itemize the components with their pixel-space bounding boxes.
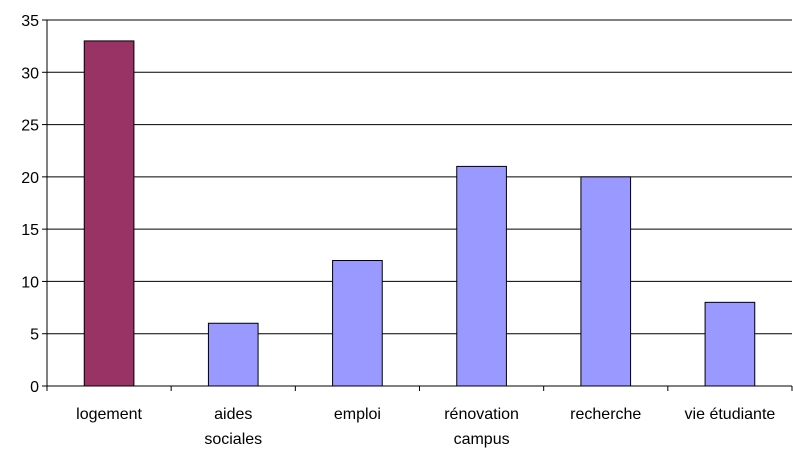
- bars: [83, 40, 756, 387]
- y-tick-labels: 0 5 10 15 20 25 30 35: [21, 13, 39, 396]
- bar-2: [332, 260, 383, 387]
- y-tick-label: 5: [30, 327, 39, 344]
- gridlines: [47, 19, 792, 335]
- y-tick-label: 10: [21, 274, 39, 291]
- bar-0: [83, 40, 135, 387]
- x-tick-label: rénovation: [444, 406, 519, 423]
- y-tick-label: 15: [21, 222, 39, 239]
- y-tick-label: 20: [21, 170, 39, 187]
- x-tick-label: logement: [76, 406, 142, 423]
- x-tick-label: aides: [214, 406, 252, 423]
- bar-1: [207, 322, 259, 387]
- bar-4: [580, 176, 632, 387]
- x-tick-label: recherche: [570, 406, 641, 423]
- bar-3: [456, 165, 507, 387]
- axes: [42, 19, 793, 391]
- y-tick-label: 30: [21, 65, 39, 82]
- x-tick-label: vie étudiante: [685, 406, 776, 423]
- y-tick-label: 0: [30, 379, 39, 396]
- x-tick-label: sociales: [204, 431, 262, 448]
- x-tick-labels: logement aides sociales emploi rénovation cam…: [76, 406, 775, 448]
- y-tick-label: 25: [21, 118, 39, 135]
- x-tick-label: campus: [454, 431, 510, 448]
- x-tick-label: emploi: [334, 406, 381, 423]
- y-tick-label: 35: [21, 13, 39, 30]
- bar-5: [704, 301, 756, 387]
